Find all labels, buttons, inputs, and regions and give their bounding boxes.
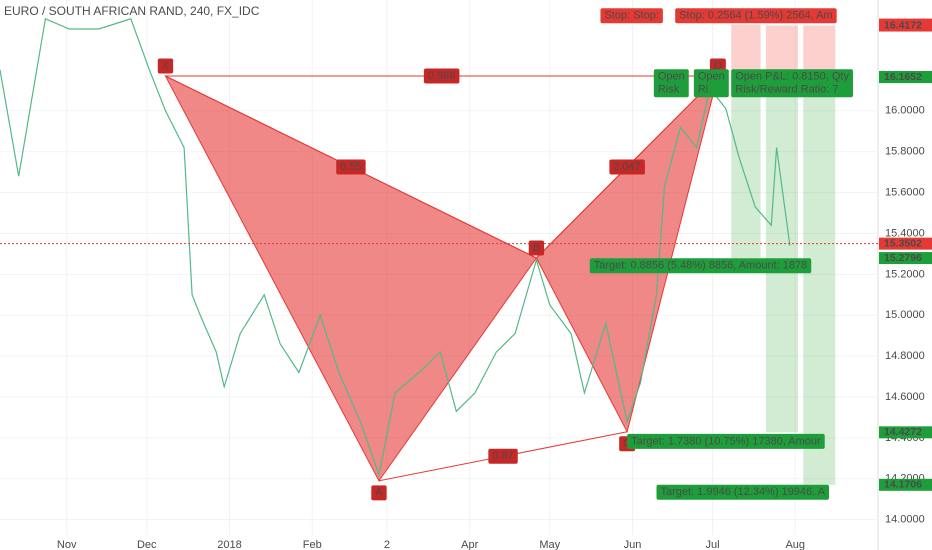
y-tick-label: 14.6000 [885, 391, 925, 403]
pattern-point-label-bg [371, 485, 387, 501]
position-label-text: Ri [698, 84, 708, 96]
pattern-point-label-text: A [375, 487, 383, 499]
x-tick-label: Feb [303, 539, 322, 550]
position-label-text: Risk [658, 84, 680, 96]
stop-zone [731, 24, 761, 78]
position-label-text: Open [658, 71, 685, 83]
y-tick-label: 15.2000 [885, 268, 925, 280]
pattern-point-label: X [157, 58, 174, 74]
position-label: Target: 0.8856 (5.48%) 8856, Amount: 187… [589, 258, 812, 274]
pattern-point-label-text: D [714, 60, 722, 72]
price-tag: 16.1652 [879, 71, 932, 84]
position-label-bg [731, 69, 853, 98]
price-tag-text: 16.4172 [884, 19, 922, 31]
price-tag: 15.2796 [879, 252, 932, 265]
position-label-text: Target: 1.9946 (12.34%) 19946, A [660, 486, 825, 498]
price-tag-text: 14.4272 [884, 426, 922, 438]
price-tag: 15.3502 [879, 237, 932, 250]
y-tick-label: 15.8000 [885, 146, 925, 158]
position-label-text: Stop: Stop: [604, 10, 658, 22]
ratio-label-text: 0.87 [492, 450, 513, 462]
ratio-label-bg [423, 68, 460, 84]
position-label-bg [653, 69, 689, 98]
position-label-bg [656, 484, 830, 500]
pattern-point-label: A [371, 485, 387, 501]
position-label: Target: 1.7380 (10.75%) 17380, Amour [627, 433, 825, 449]
position-label: Target: 1.9946 (12.34%) 19946, A [656, 484, 830, 500]
position-label-text: Open P&L: 0.8150, Qty [735, 71, 849, 83]
position-label-text: Target: 0.8856 (5.48%) 8856, Amount: 187… [594, 260, 807, 272]
price-tag-bg [879, 426, 932, 439]
price-tag-bg [879, 71, 932, 84]
price-tag-text: 15.2796 [884, 252, 922, 264]
position-label-text: Stop: 0.2564 (1.59%) 2564, Am [679, 10, 833, 22]
pattern-point-label-bg [157, 58, 174, 74]
ratio-label-text: 0.55 [340, 161, 361, 173]
y-tick-label: 16.0000 [885, 105, 925, 117]
x-tick-label: Jul [706, 539, 720, 550]
y-tick-label: 15.6000 [885, 186, 925, 198]
position-label-text: Target: 1.7380 (10.75%) 17380, Amour [631, 435, 821, 447]
x-tick-label: Apr [461, 539, 478, 550]
ratio-label-bg [609, 159, 645, 175]
price-tag-bg [879, 478, 932, 491]
price-line [0, 17, 791, 477]
price-tag: 14.1706 [879, 479, 932, 491]
pattern-point-label: B [528, 240, 545, 256]
ratio-label-bg [336, 159, 366, 175]
position-label-bg [589, 258, 812, 274]
position-label: Stop: Stop: [600, 8, 663, 24]
stop-zone [803, 25, 836, 78]
ratio-label: 0.55 [336, 159, 366, 175]
stop-zone [765, 25, 798, 78]
position-label-text: Risk/Reward Ratio: 7 [735, 84, 838, 96]
price-tag: 16.4172 [879, 19, 932, 32]
pattern-point-label-bg [528, 240, 545, 256]
ratio-label: 0.87 [488, 448, 518, 464]
x-tick-label: 2 [384, 539, 390, 550]
pattern-point-label-text: X [162, 60, 170, 72]
chart-title: EURO / SOUTH AFRICAN RAND, 240, FX_IDC [4, 4, 260, 18]
price-tag: 14.4272 [879, 426, 932, 439]
pattern-point-label-text: B [533, 242, 540, 254]
price-tag-text: 16.1652 [884, 71, 922, 83]
ratio-label-text: 0.988 [428, 70, 456, 82]
price-tag-text: 14.1706 [884, 479, 922, 491]
ratio-label-text: 2.047 [613, 161, 641, 173]
y-tick-label: 14.0000 [885, 514, 925, 526]
x-tick-label: 2018 [217, 539, 241, 550]
target-zone [765, 77, 798, 433]
position-label-bg [627, 433, 825, 449]
x-tick-label: Dec [137, 539, 157, 550]
ratio-label: 2.047 [609, 159, 645, 175]
ratio-label-bg [488, 448, 518, 464]
y-tick-label: 15.0000 [885, 309, 925, 321]
price-tag-text: 15.3502 [884, 237, 922, 249]
position-label-bg [600, 8, 663, 24]
y-tick-label: 14.8000 [885, 350, 925, 362]
position-label-bg [675, 8, 837, 24]
x-tick-label: Nov [57, 539, 77, 550]
target-zone [803, 77, 836, 485]
price-tag-bg [879, 19, 932, 32]
y-tick-label: 15.4000 [885, 227, 925, 239]
x-tick-label: Aug [785, 539, 805, 550]
position-label-bg [693, 69, 729, 98]
x-tick-label: Jun [624, 539, 642, 550]
target-zone [731, 77, 761, 259]
axes: 14.000014.200014.400014.600014.800015.00… [57, 18, 932, 550]
ratio-label: 0.988 [423, 68, 460, 84]
position-label: Stop: 0.2564 (1.59%) 2564, Am [675, 8, 837, 24]
price-tag-bg [879, 252, 932, 265]
x-tick-label: May [539, 539, 560, 550]
price-tag-bg [879, 237, 932, 250]
position-label-text: Open [698, 71, 725, 83]
